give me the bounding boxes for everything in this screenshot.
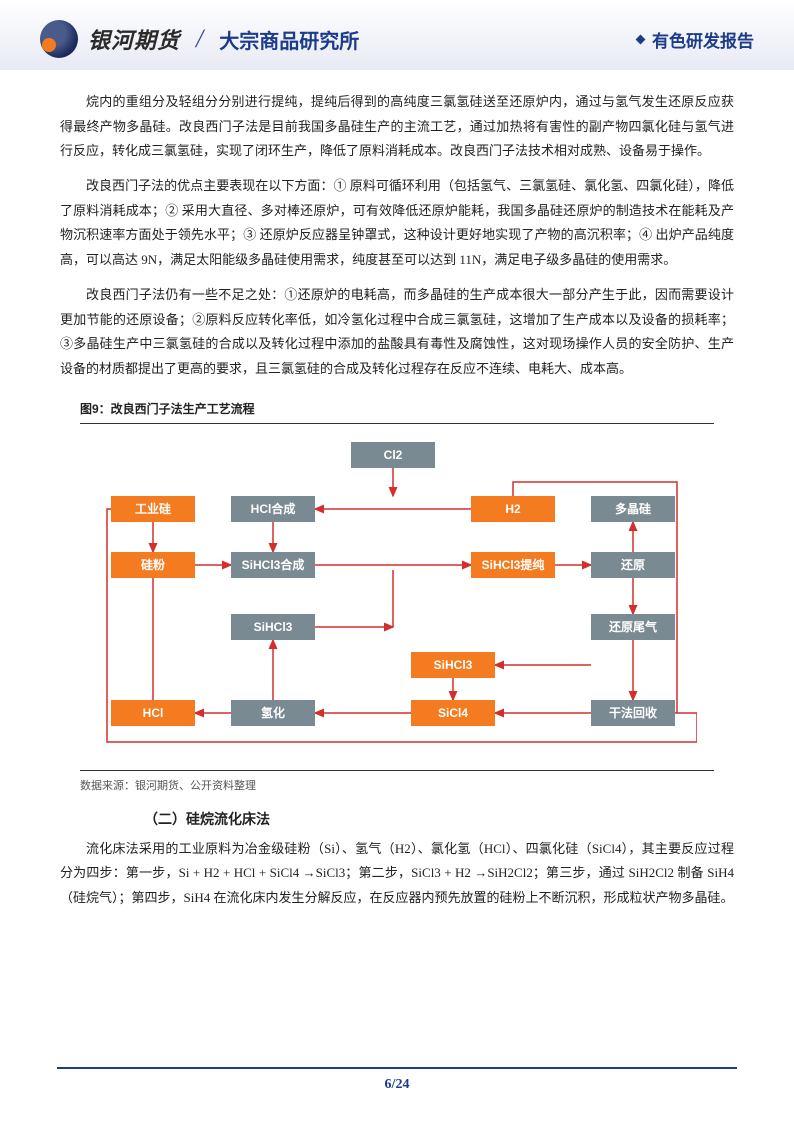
page-content: 烷内的重组分及轻组分分别进行提纯，提纯后得到的高纯度三氯氢硅送至还原炉内，通过与… [0,70,794,931]
report-type: 有色研发报告 [652,27,754,52]
flowchart: Cl2 工业硅 HCl合成 H2 多晶硅硅粉 SiHCl3合成 SiHCl3提纯 还原 SiHC… [97,442,697,752]
header-right: 有色研发报告 [637,27,754,52]
node-gfhs: 干法回收 [591,700,675,726]
node-sihcl3tc: SiHCl3提纯 [471,552,555,578]
node-sicl4: SiCl4 [411,700,495,726]
node-cl2: Cl2 [351,442,435,468]
brand-logo-icon [40,20,78,58]
figure-source: 数据来源：银河期货、公开资料整理 [80,777,734,793]
total-pages: 24 [395,1077,409,1092]
department-name: 大宗商品研究所 [219,25,359,54]
paragraph-3: 改良西门子法仍有一些不足之处：①还原炉的电耗高，而多晶硅的生产成本很大一部分产生… [60,283,734,382]
paragraph-2: 改良西门子法的优点主要表现在以下方面：① 原料可循环利用（包括氢气、三氯氢硅、氯… [60,174,734,273]
figure-title: 图9：改良西门子法生产工艺流程 [60,400,734,417]
node-sihcl3hc: SiHCl3合成 [231,552,315,578]
section-2-heading: （二）硅烷流化床法 [60,809,734,829]
header-left: 银河期货 / 大宗商品研究所 [40,20,359,58]
node-hywq: 还原尾气 [591,614,675,640]
footer-divider [57,1067,737,1069]
node-huanyuan: 还原 [591,552,675,578]
paragraph-1: 烷内的重组分及轻组分分别进行提纯，提纯后得到的高纯度三氯氢硅送至还原炉内，通过与… [60,90,734,164]
page-footer: 6/24 [0,1067,794,1093]
node-sihcl3a: SiHCl3 [231,614,315,640]
current-page: 6 [385,1077,392,1092]
diamond-icon [636,34,646,44]
node-h2: H2 [471,496,555,522]
figure-container: Cl2 工业硅 HCl合成 H2 多晶硅硅粉 SiHCl3合成 SiHCl3提纯 还原 SiHC… [80,423,714,771]
node-qinghua: 氢化 [231,700,315,726]
node-hcl: HCl [111,700,195,726]
node-gysi: 工业硅 [111,496,195,522]
page-header: 银河期货 / 大宗商品研究所 有色研发报告 [0,0,794,70]
section-2-para: 流化床法采用的工业原料为冶金级硅粉（Si）、氢气（H2）、氯化氢（HCl）、四氯… [60,837,734,911]
node-hcl_hec: HCl合成 [231,496,315,522]
node-sihcl3b: SiHCl3 [411,652,495,678]
page-number: 6/24 [0,1077,794,1093]
node-djg: 多晶硅 [591,496,675,522]
node-sifen: 硅粉 [111,552,195,578]
brand-name: 银河期货 [88,23,180,55]
separator-slash: / [196,24,203,54]
